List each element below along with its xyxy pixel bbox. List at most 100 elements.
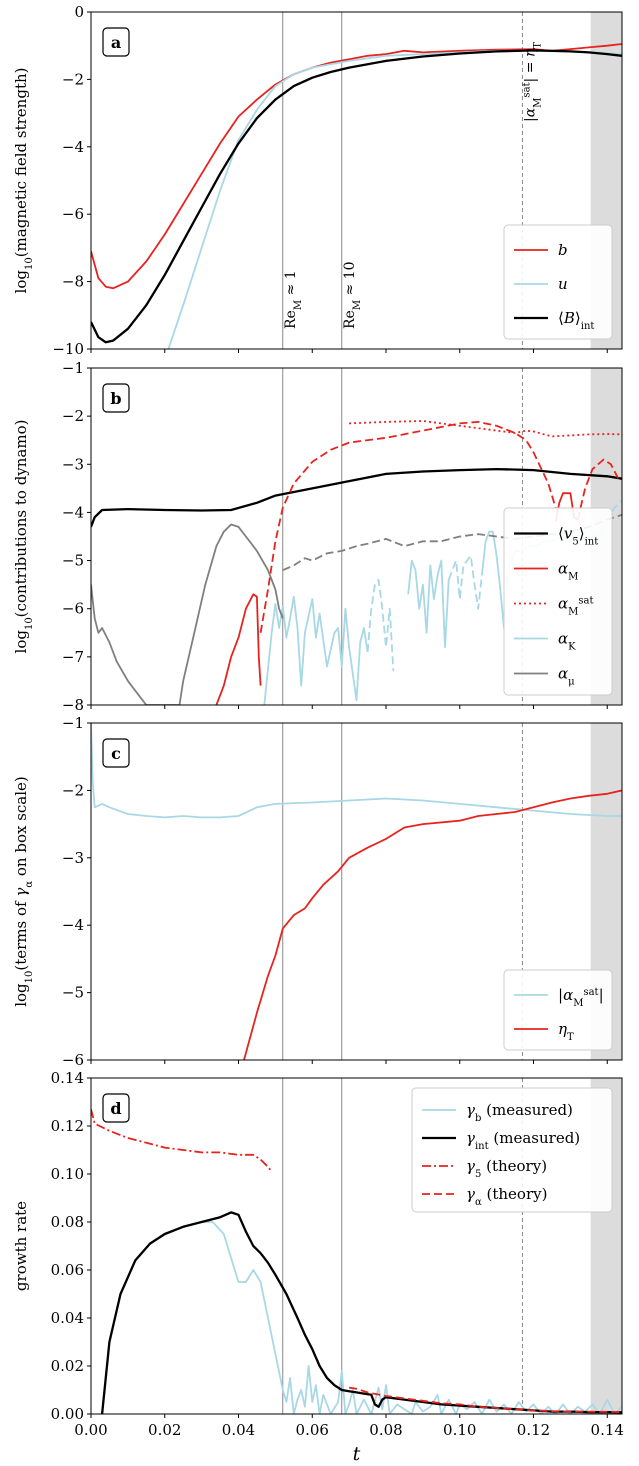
ytick-label: 0.02 (51, 1357, 84, 1375)
legend-label: γint (measured) (466, 1129, 580, 1152)
series-group (91, 43, 622, 349)
axes-frame (90, 722, 623, 1061)
legend-label: αμ (558, 665, 575, 688)
series-line-10 (447, 554, 483, 610)
annotation: |αMsat| = ηT (521, 42, 543, 122)
legend-label: αK (558, 630, 576, 653)
x-axis-label: t (353, 1443, 361, 1465)
series-line-9 (407, 559, 450, 649)
ytick-label: −6 (62, 205, 84, 223)
legend-box (503, 224, 613, 340)
series-line-5 (576, 458, 620, 520)
ytick-label: −4 (62, 138, 84, 156)
legend: ⟨v5⟩int αM αMsat αK αμ (503, 507, 613, 696)
panel-label-box (102, 27, 130, 57)
ytick-label: 0.04 (51, 1309, 84, 1327)
xtick-label: 0.04 (222, 1421, 255, 1439)
ytick-label: −2 (62, 781, 84, 799)
y-axis-label: log10(magnetic field strength) (12, 68, 35, 294)
series-line-2 (243, 789, 622, 1060)
series-group (91, 420, 622, 705)
legend: bu ⟨B⟩int (503, 224, 613, 340)
ytick-label: 0.00 (51, 1405, 84, 1423)
ytick-label: −7 (62, 648, 84, 666)
ytick-label: −1 (62, 714, 84, 732)
ytick-label: −4 (62, 916, 84, 934)
xtick-label: 0.06 (296, 1421, 329, 1439)
legend-label: u (558, 275, 568, 293)
series-line-3 (91, 49, 622, 344)
panel-label: b (110, 389, 121, 408)
ytick-label: −3 (62, 455, 84, 473)
series-line-13 (91, 523, 284, 705)
legend-label: ⟨v5⟩int (558, 525, 598, 548)
y-axis-label: log10(contributions to dynamo) (12, 420, 35, 654)
ytick-label: −10 (52, 340, 84, 358)
series-line-7 (263, 595, 369, 705)
panel-label-box (102, 1093, 130, 1123)
legend-label: γb (measured) (466, 1101, 573, 1124)
series-line-3 (259, 421, 557, 633)
series-line-8 (366, 578, 395, 672)
ytick-label: −1 (62, 359, 84, 377)
series-group (91, 723, 622, 1060)
panel-label: a (111, 33, 121, 52)
legend-box (411, 1087, 613, 1213)
legend-label: b (558, 241, 568, 259)
legend-label: γα (theory) (466, 1185, 547, 1208)
series-line-1 (91, 723, 622, 819)
legend-label: γ5 (theory) (466, 1157, 547, 1180)
series-line-4 (348, 1386, 622, 1413)
panel-label-box (102, 383, 130, 413)
ytick-label: 0.12 (51, 1117, 84, 1135)
series-line-1 (91, 467, 622, 528)
series-group (91, 1108, 622, 1414)
series-line-2 (100, 1211, 622, 1414)
xtick-label: 0.02 (148, 1421, 181, 1439)
ytick-label: 0.06 (51, 1261, 84, 1279)
ytick-label: 0.10 (51, 1165, 84, 1183)
y-axis-label: log10(terms of γα on box scale) (12, 776, 35, 1007)
panel-a: 0 −2 −4 −6 −8 −10 log10(magnetic field strengt… (12, 3, 623, 358)
legend-box (503, 507, 613, 696)
ytick-label: −5 (62, 552, 84, 570)
ytick-label: −2 (62, 70, 84, 88)
series-line-6 (349, 420, 622, 438)
annotation: ReM ≈ 1 (283, 270, 304, 329)
y-axis-label: growth rate (12, 1201, 30, 1291)
panel-b: −1 −2 −3 −4 −5 −6 −7 −8 log10(contributions to d… (12, 359, 623, 714)
ytick-label: −4 (62, 503, 84, 521)
xtick-label: 0.14 (591, 1421, 624, 1439)
ytick-label: 0.14 (51, 1069, 84, 1087)
xtick-label: 0.10 (443, 1421, 476, 1439)
axes-frame (90, 1077, 623, 1415)
series-line-1 (101, 1221, 622, 1414)
panel-d: 0.00 0.02 0.04 0.06 0.08 0.10 0.12 0.14 0.00 0.02… (12, 1069, 624, 1465)
ytick-label: 0 (74, 3, 84, 21)
legend-label: αMsat (558, 595, 594, 618)
legend-label: |αMsat| (558, 986, 604, 1009)
xtick-label: 0.00 (74, 1421, 107, 1439)
panel-label-box (102, 738, 130, 768)
ytick-label: −5 (62, 984, 84, 1002)
ytick-label: −6 (62, 1051, 84, 1069)
ytick-label: −3 (62, 849, 84, 867)
legend: γb (measured) γint (measured) γ5 (theory) γ… (411, 1087, 613, 1213)
legend-box (503, 969, 613, 1051)
legend-label: ⟨B⟩int (558, 309, 594, 332)
annotation: ReM ≈ 10 (342, 261, 363, 329)
ytick-label: 0.08 (51, 1213, 84, 1231)
ytick-label: −8 (62, 696, 84, 714)
panel-c: −1 −2 −3 −4 −5 −6 log10(terms of γα on box sca… (12, 714, 623, 1069)
xtick-label: 0.12 (517, 1421, 550, 1439)
xtick-label: 0.08 (369, 1421, 402, 1439)
legend-label: ηT (558, 1020, 574, 1043)
ytick-label: −6 (62, 600, 84, 618)
series-line-3 (91, 1108, 273, 1173)
series-line-2 (215, 593, 262, 705)
legend: |αMsat| ηT (503, 969, 613, 1051)
ytick-label: −8 (62, 273, 84, 291)
panel-label: c (111, 744, 121, 763)
panel-label: d (110, 1099, 121, 1118)
